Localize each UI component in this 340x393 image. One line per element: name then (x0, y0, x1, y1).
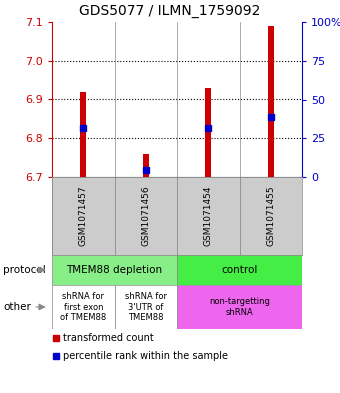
Bar (239, 177, 302, 255)
Text: GSM1071457: GSM1071457 (79, 185, 88, 246)
Bar (177, 255, 302, 285)
Text: GDS5077 / ILMN_1759092: GDS5077 / ILMN_1759092 (79, 4, 261, 18)
Bar (80, 92, 86, 177)
Bar (268, 26, 274, 177)
Bar (142, 154, 149, 177)
Text: protocol: protocol (3, 265, 46, 275)
Text: shRNA for
first exon
of TMEM88: shRNA for first exon of TMEM88 (60, 292, 106, 322)
Bar (177, 285, 302, 329)
Bar (205, 88, 211, 177)
Bar (177, 177, 239, 255)
Text: shRNA for
3'UTR of
TMEM88: shRNA for 3'UTR of TMEM88 (125, 292, 167, 322)
Text: TMEM88 depletion: TMEM88 depletion (66, 265, 163, 275)
Text: GSM1071456: GSM1071456 (141, 185, 150, 246)
Bar (115, 177, 177, 255)
Bar (52, 255, 177, 285)
Text: GSM1071454: GSM1071454 (204, 186, 213, 246)
Bar (115, 285, 177, 329)
Bar (52, 285, 115, 329)
Bar (52, 177, 115, 255)
Text: control: control (221, 265, 258, 275)
Text: other: other (3, 302, 31, 312)
Text: transformed count: transformed count (63, 333, 154, 343)
Text: percentile rank within the sample: percentile rank within the sample (63, 351, 228, 361)
Text: non-targetting
shRNA: non-targetting shRNA (209, 297, 270, 317)
Text: GSM1071455: GSM1071455 (266, 185, 275, 246)
